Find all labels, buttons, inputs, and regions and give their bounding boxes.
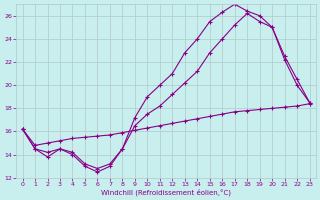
X-axis label: Windchill (Refroidissement éolien,°C): Windchill (Refroidissement éolien,°C) [101, 188, 231, 196]
